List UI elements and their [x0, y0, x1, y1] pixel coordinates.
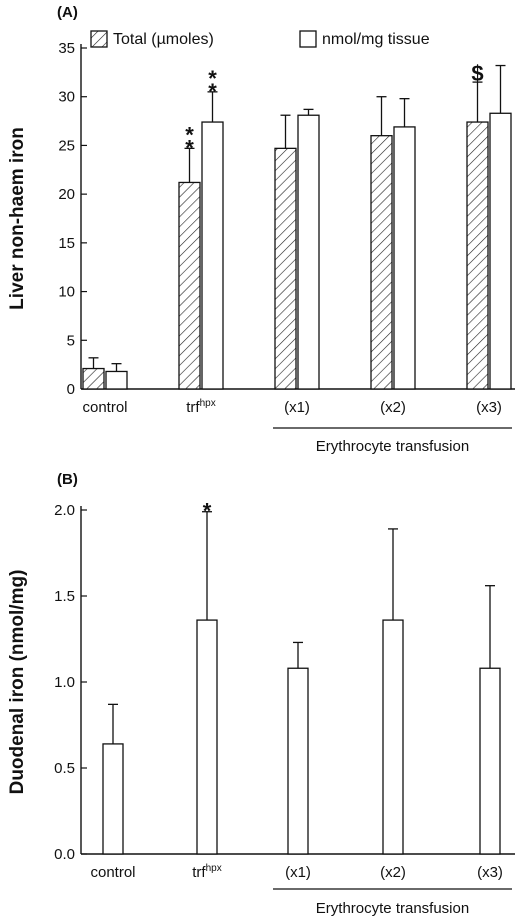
x-tick-label-text: (x2)	[380, 399, 406, 416]
group-label: Erythrocyte transfusion	[316, 438, 469, 455]
x-tick-label-text: trf	[192, 864, 206, 881]
legend-swatch	[90, 30, 108, 48]
y-tick-label: 5	[67, 332, 75, 349]
x-tick-label-text: (x2)	[380, 864, 406, 881]
group-label: Erythrocyte transfusion	[316, 900, 469, 917]
significance-mark: *	[185, 122, 194, 147]
legend-label: nmol/mg tissue	[322, 31, 430, 48]
x-tick-label: (x1)	[285, 864, 311, 881]
x-tick-label: trfhpx	[192, 863, 221, 881]
bar	[105, 370, 128, 390]
y-tick-label: 25	[58, 137, 75, 154]
x-tick-label: (x3)	[476, 399, 502, 416]
x-tick-label: (x1)	[284, 399, 310, 416]
significance-mark: *	[208, 79, 217, 104]
bar	[287, 667, 309, 855]
y-tick-label: 2.0	[54, 502, 75, 519]
bar	[178, 181, 201, 390]
panel-label: (A)	[57, 4, 78, 21]
x-tick-label: (x3)	[477, 864, 503, 881]
y-tick-label: 1.0	[54, 674, 75, 691]
x-tick-label-text: (x1)	[284, 399, 310, 416]
x-tick-superscript: hpx	[206, 863, 222, 874]
bar	[382, 619, 404, 855]
bar	[466, 121, 489, 390]
bar	[82, 367, 105, 390]
x-tick-label: (x2)	[380, 399, 406, 416]
y-tick-label: 30	[58, 89, 75, 106]
x-tick-label-text: (x3)	[476, 399, 502, 416]
y-tick-label: 1.5	[54, 588, 75, 605]
x-tick-label: trfhpx	[186, 398, 215, 416]
x-tick-label-text: trf	[186, 399, 200, 416]
bar	[479, 667, 501, 855]
significance-mark: *	[208, 66, 217, 91]
bar	[274, 147, 297, 390]
panel-label: (B)	[57, 471, 78, 488]
y-tick-label: 10	[58, 284, 75, 301]
significance-mark: *	[185, 135, 194, 160]
bar	[489, 112, 512, 390]
y-axis-title: Liver non-haem iron	[7, 127, 28, 310]
x-tick-label-text: (x1)	[285, 864, 311, 881]
bar	[196, 619, 218, 855]
y-tick-label: 0.0	[54, 846, 75, 863]
significance-mark: *	[203, 499, 212, 524]
y-tick-label: 0	[67, 381, 75, 398]
x-tick-label-text: control	[90, 864, 135, 881]
bar	[370, 135, 393, 390]
y-axis-title: Duodenal iron (nmol/mg)	[7, 570, 28, 795]
x-tick-label-text: (x3)	[477, 864, 503, 881]
bar	[102, 743, 124, 855]
x-tick-label-text: control	[82, 399, 127, 416]
y-tick-label: 35	[58, 40, 75, 57]
y-tick-label: 20	[58, 186, 75, 203]
panel-b-chart: (B) 0.0 0.5 1.0 1.5 2.0 Duodenal iron (nmol/mg…	[7, 471, 515, 917]
y-tick-label: 15	[58, 235, 75, 252]
x-tick-label: control	[82, 399, 127, 416]
x-tick-superscript: hpx	[200, 398, 216, 409]
legend-swatch	[299, 30, 317, 48]
significance-mark: $	[471, 61, 483, 86]
x-tick-label: control	[90, 864, 135, 881]
bar	[297, 114, 320, 390]
legend-label: Total (µmoles)	[113, 31, 214, 48]
y-tick-label: 0.5	[54, 760, 75, 777]
bar	[201, 121, 224, 390]
bar	[393, 126, 416, 390]
x-tick-label: (x2)	[380, 864, 406, 881]
